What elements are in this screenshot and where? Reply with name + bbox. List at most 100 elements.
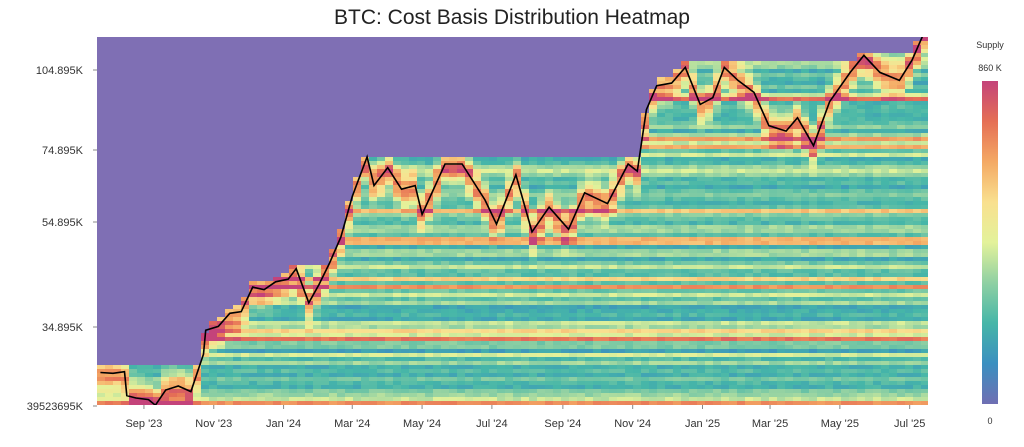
heatmap-cell	[705, 285, 714, 290]
heatmap-cell	[233, 325, 242, 330]
heatmap-cell	[697, 201, 706, 206]
heatmap-cell	[649, 221, 658, 226]
heatmap-cell	[249, 317, 258, 322]
heatmap-cell	[377, 321, 386, 326]
heatmap-cell	[569, 325, 578, 330]
heatmap-cell	[769, 173, 778, 178]
heatmap-cell	[473, 257, 482, 262]
heatmap-cell	[793, 133, 802, 138]
heatmap-cell	[689, 241, 698, 246]
heatmap-cell	[433, 225, 442, 230]
heatmap-cell	[665, 85, 674, 90]
heatmap-cell	[329, 277, 338, 282]
heatmap-cell	[457, 397, 466, 402]
heatmap-cell	[801, 249, 810, 254]
heatmap-cell	[601, 293, 610, 298]
heatmap-cell	[713, 133, 722, 138]
heatmap-cell	[369, 329, 378, 334]
heatmap-cell	[577, 269, 586, 274]
heatmap-cell	[785, 221, 794, 226]
heatmap-cell	[657, 349, 666, 354]
heatmap-cell	[521, 177, 530, 182]
heatmap-cell	[313, 365, 322, 370]
heatmap-cell	[537, 333, 546, 338]
heatmap-cell	[785, 325, 794, 330]
heatmap-cell	[313, 381, 322, 386]
heatmap-cell	[817, 69, 826, 74]
heatmap-cell	[305, 269, 314, 274]
heatmap-cell	[361, 361, 370, 366]
heatmap-cell	[737, 229, 746, 234]
heatmap-cell	[433, 333, 442, 338]
chart-title: BTC: Cost Basis Distribution Heatmap	[334, 6, 690, 29]
heatmap-cell	[713, 373, 722, 378]
heatmap-cell	[329, 389, 338, 394]
heatmap-cell	[777, 241, 786, 246]
heatmap-cell	[329, 401, 338, 405]
heatmap-cell	[441, 245, 450, 250]
heatmap-cell	[817, 149, 826, 154]
heatmap-cell	[809, 297, 818, 302]
heatmap-cell	[385, 349, 394, 354]
heatmap-cell	[481, 373, 490, 378]
heatmap-cell	[361, 353, 370, 358]
heatmap-cell	[681, 197, 690, 202]
heatmap-cell	[257, 365, 266, 370]
heatmap-cell	[321, 333, 330, 338]
heatmap-cell	[609, 317, 618, 322]
heatmap-cell	[553, 225, 562, 230]
heatmap-cell	[713, 73, 722, 78]
heatmap-cell	[417, 157, 426, 162]
heatmap-cell	[809, 153, 818, 158]
heatmap-cell	[697, 113, 706, 118]
heatmap-cell	[553, 345, 562, 350]
heatmap-cell	[785, 393, 794, 398]
heatmap-cell	[681, 161, 690, 166]
heatmap-cell	[705, 357, 714, 362]
heatmap-cell	[369, 397, 378, 402]
heatmap-cell	[777, 325, 786, 330]
heatmap-cell	[793, 197, 802, 202]
heatmap-cell	[777, 361, 786, 366]
heatmap-cell	[793, 217, 802, 222]
heatmap-cell	[209, 401, 218, 405]
heatmap-cell	[745, 73, 754, 78]
heatmap-cell	[393, 393, 402, 398]
heatmap-cell	[385, 337, 394, 342]
heatmap-cell	[225, 385, 234, 390]
heatmap-cell	[273, 349, 282, 354]
heatmap-cell	[697, 165, 706, 170]
heatmap-cell	[617, 285, 626, 290]
heatmap-cell	[337, 401, 346, 405]
heatmap-cell	[369, 237, 378, 242]
heatmap-cell	[417, 269, 426, 274]
heatmap-cell	[649, 353, 658, 358]
heatmap-cell	[529, 293, 538, 298]
heatmap-cell	[353, 337, 362, 342]
heatmap-cell	[377, 273, 386, 278]
heatmap-cell	[289, 365, 298, 370]
heatmap-cell	[689, 325, 698, 330]
heatmap-cell	[601, 161, 610, 166]
heatmap-cell	[809, 209, 818, 214]
heatmap-cell	[625, 253, 634, 258]
heatmap-cell	[809, 129, 818, 134]
heatmap-cell	[393, 357, 402, 362]
heatmap-cell	[521, 241, 530, 246]
heatmap-cell	[417, 353, 426, 358]
heatmap-cell	[633, 213, 642, 218]
heatmap-cell	[273, 357, 282, 362]
heatmap-cell	[369, 265, 378, 270]
heatmap-cell	[625, 161, 634, 166]
heatmap-cell	[657, 333, 666, 338]
heatmap-cell	[521, 197, 530, 202]
heatmap-cell	[617, 317, 626, 322]
heatmap-cell	[273, 385, 282, 390]
heatmap-cell	[785, 237, 794, 242]
heatmap-cell	[681, 149, 690, 154]
heatmap-cell	[625, 217, 634, 222]
heatmap-cell	[601, 277, 610, 282]
heatmap-cell	[137, 381, 146, 386]
heatmap-cell	[737, 117, 746, 122]
heatmap-cell	[585, 201, 594, 206]
